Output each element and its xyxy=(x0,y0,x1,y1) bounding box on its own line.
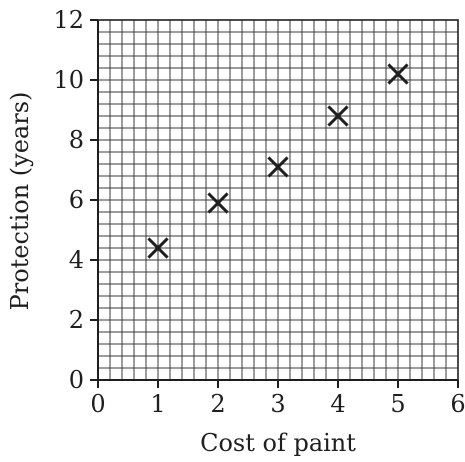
x-tick-label: 3 xyxy=(270,390,285,418)
data-point-stroke-b xyxy=(147,237,169,259)
x-tick-label: 4 xyxy=(330,390,345,418)
data-point xyxy=(327,105,349,127)
data-points xyxy=(147,63,409,259)
y-tick-label: 6 xyxy=(69,186,84,214)
x-tick-label: 0 xyxy=(90,390,105,418)
x-axis-title: Cost of paint xyxy=(200,429,356,457)
data-point xyxy=(147,237,169,259)
data-point xyxy=(387,63,409,85)
y-tick-label: 0 xyxy=(69,366,84,394)
data-point-stroke-b xyxy=(387,63,409,85)
y-tick-label: 10 xyxy=(53,66,84,94)
y-tick-label: 12 xyxy=(53,6,84,34)
axes xyxy=(90,19,459,388)
x-tick-label: 2 xyxy=(210,390,225,418)
data-point-stroke-b xyxy=(327,105,349,127)
grid xyxy=(98,20,458,380)
y-axis-title: Protection (years) xyxy=(6,92,34,311)
x-tick-label: 1 xyxy=(150,390,165,418)
y-tick-label: 2 xyxy=(69,306,84,334)
data-point xyxy=(267,156,289,178)
y-tick-label: 4 xyxy=(69,246,84,274)
data-point-stroke-b xyxy=(207,192,229,214)
x-tick-label: 6 xyxy=(450,390,465,418)
x-tick-label: 5 xyxy=(390,390,405,418)
data-point xyxy=(207,192,229,214)
y-tick-label: 8 xyxy=(69,126,84,154)
data-point-stroke-b xyxy=(267,156,289,178)
